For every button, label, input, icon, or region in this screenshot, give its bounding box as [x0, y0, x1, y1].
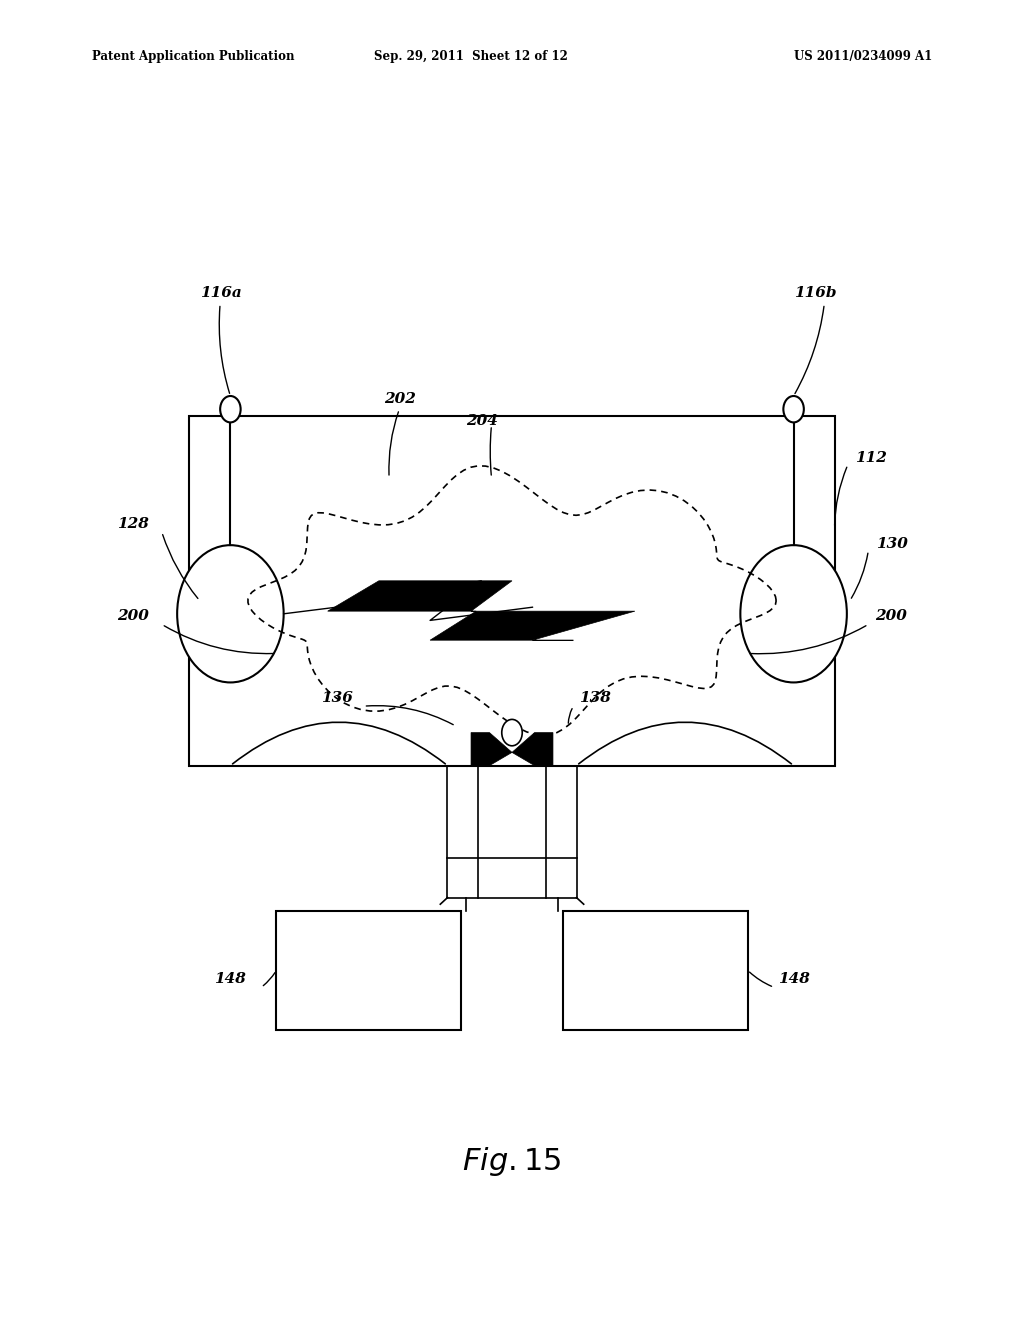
Text: 148: 148: [778, 973, 810, 986]
Circle shape: [502, 719, 522, 746]
Text: 148: 148: [214, 973, 246, 986]
Circle shape: [220, 396, 241, 422]
Circle shape: [783, 396, 804, 422]
Text: 200: 200: [117, 610, 148, 623]
Polygon shape: [328, 581, 635, 640]
Text: $\it{Fig. 15}$: $\it{Fig. 15}$: [463, 1144, 561, 1177]
Text: 136: 136: [322, 692, 353, 705]
Text: Sep. 29, 2011  Sheet 12 of 12: Sep. 29, 2011 Sheet 12 of 12: [374, 50, 568, 63]
Polygon shape: [512, 733, 553, 766]
Text: 116b: 116b: [794, 286, 837, 300]
Text: 138: 138: [579, 692, 610, 705]
Text: 204: 204: [466, 414, 498, 428]
Text: 116a: 116a: [200, 286, 242, 300]
Text: US 2011/0234099 A1: US 2011/0234099 A1: [794, 50, 932, 63]
Text: Patent Application Publication: Patent Application Publication: [92, 50, 295, 63]
Text: 202: 202: [384, 392, 416, 405]
Bar: [563, 911, 748, 1030]
Polygon shape: [471, 733, 512, 766]
Text: 128: 128: [117, 517, 148, 531]
Text: 130: 130: [876, 537, 907, 550]
Circle shape: [740, 545, 847, 682]
Bar: [276, 911, 461, 1030]
Text: 112: 112: [855, 451, 887, 465]
Circle shape: [177, 545, 284, 682]
Bar: [189, 416, 835, 766]
Text: 200: 200: [876, 610, 907, 623]
